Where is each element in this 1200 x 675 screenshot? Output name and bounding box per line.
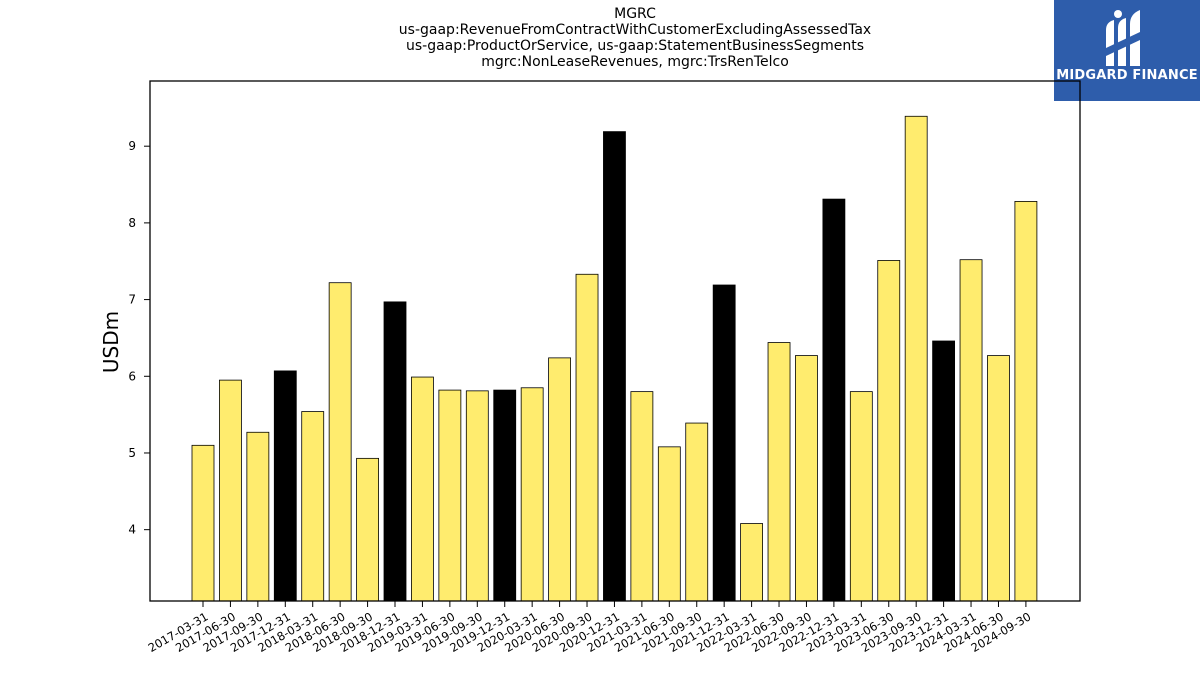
bar-2017-12-31 (273, 370, 297, 602)
title-line-2: us-gaap:RevenueFromContractWithCustomerE… (398, 22, 872, 38)
bar-2022-03-31 (740, 523, 763, 602)
bar-2022-09-30 (795, 355, 818, 602)
x-axis: 2017-03-312017-06-302017-09-302017-12-31… (146, 601, 1033, 655)
bar-2022-12-31 (822, 198, 846, 602)
bar-2023-09-30 (904, 115, 928, 602)
y-tick-label: 7 (128, 293, 136, 307)
bar-2017-06-30 (219, 379, 242, 602)
bar-2018-03-31 (301, 411, 325, 602)
y-tick-label: 8 (128, 216, 136, 230)
logo-text: MIDGARD FINANCE (1056, 68, 1198, 83)
title-line-4: mgrc:NonLeaseRevenues, mgrc:TrsRenTelco (481, 54, 789, 70)
bar-2021-03-31 (630, 391, 654, 602)
bar-2020-12-31 (603, 131, 626, 602)
bar-2024-09-30 (1014, 201, 1038, 602)
bar-2017-03-31 (191, 444, 215, 602)
bar-2019-03-31 (411, 376, 434, 602)
bar-2020-06-30 (548, 357, 571, 602)
bar-2023-06-30 (877, 260, 901, 602)
bar-2020-09-30 (575, 273, 599, 602)
bars-group (191, 115, 1038, 602)
plot-frame (149, 80, 1081, 602)
title-line-3: us-gaap:ProductOrService, us-gaap:Statem… (405, 38, 864, 54)
bar-2018-12-31 (383, 301, 407, 602)
y-tick-label: 9 (128, 139, 136, 153)
bar-2023-03-31 (849, 391, 873, 602)
bar-2023-12-31 (932, 340, 956, 602)
y-tick-label: 6 (128, 369, 136, 383)
y-axis-label: USDm (99, 311, 123, 373)
midgard-finance-logo: MIDGARD FINANCE (1054, 0, 1200, 101)
y-tick-label: 4 (128, 523, 136, 537)
y-axis: 4 5 6 7 8 9 (128, 139, 150, 537)
bar-2020-03-31 (520, 387, 544, 602)
y-tick-label: 5 (128, 446, 136, 460)
bar-2017-09-30 (246, 431, 270, 602)
title-line-1: MGRC (614, 6, 656, 22)
bar-2021-09-30 (685, 422, 709, 602)
bar-2019-09-30 (465, 390, 489, 602)
bar-2021-06-30 (657, 446, 681, 602)
chart-title: MGRC us-gaap:RevenueFromContractWithCust… (165, 6, 1105, 70)
bar-2019-06-30 (438, 389, 462, 602)
bar-2018-09-30 (356, 457, 379, 602)
bar-2018-06-30 (328, 282, 352, 602)
bar-2024-03-31 (959, 259, 983, 602)
bar-2022-06-30 (767, 342, 791, 602)
bar-2021-12-31 (712, 284, 736, 602)
bar-2024-06-30 (987, 355, 1010, 602)
midgard-logo-icon (1106, 10, 1140, 66)
bar-2019-12-31 (493, 389, 517, 602)
